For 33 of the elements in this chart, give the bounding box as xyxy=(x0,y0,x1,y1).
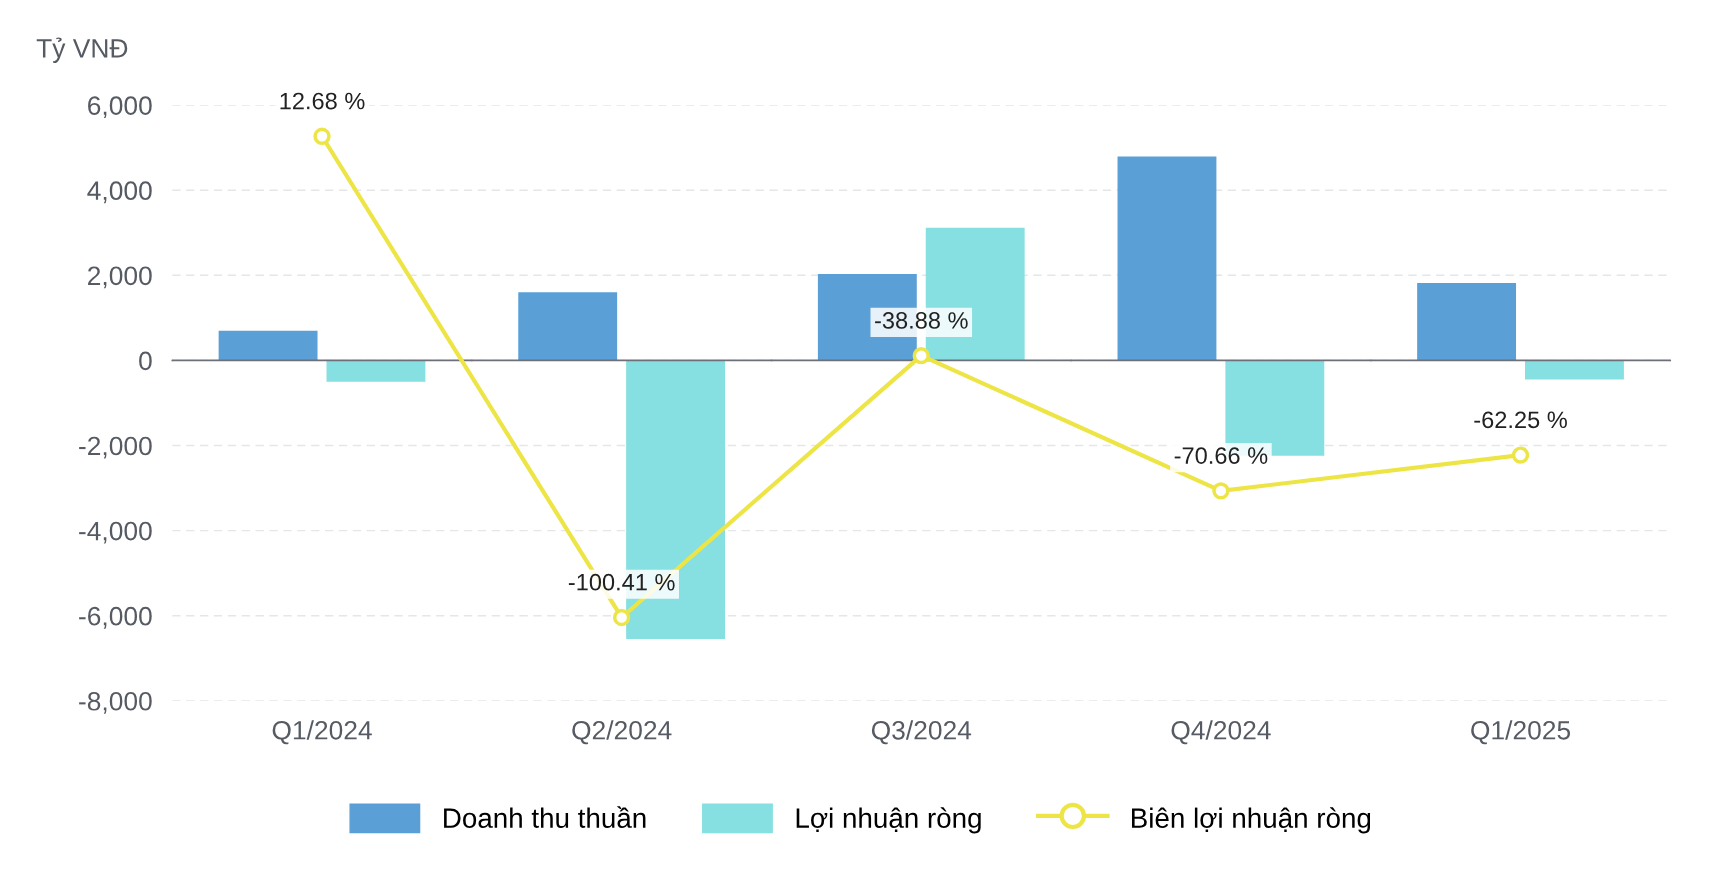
legend-label: Doanh thu thuần xyxy=(444,806,646,828)
bar xyxy=(518,292,618,361)
data-label: -100.41 % xyxy=(568,573,675,591)
y-tick-label: -4,000 xyxy=(79,521,152,544)
bar xyxy=(1525,360,1624,380)
x-tick-label: Q1/2024 xyxy=(272,720,372,745)
y-tick-label: 2,000 xyxy=(88,266,152,289)
y-axis-title: Tỷ VNĐ xyxy=(36,37,128,63)
y-tick-label: 0 xyxy=(139,351,152,371)
y-tick-label: 4,000 xyxy=(87,181,152,204)
point xyxy=(313,127,331,145)
legend-label: Lợi nhuận ròng xyxy=(796,807,981,834)
y-tick-label: -2,000 xyxy=(79,436,152,459)
bar xyxy=(1117,156,1217,361)
data-label: 12.68 % xyxy=(280,92,365,110)
x-tick-label: Q1/2025 xyxy=(1471,720,1571,745)
bar xyxy=(326,360,426,382)
point xyxy=(912,346,930,365)
x-tick-label: Q4/2024 xyxy=(1171,720,1271,745)
y-tick-label: -8,000 xyxy=(79,691,152,714)
point xyxy=(1511,446,1530,464)
y-tick-label: 6,000 xyxy=(88,96,152,119)
x-tick-label: Q2/2024 xyxy=(572,720,672,745)
bar xyxy=(218,330,318,361)
point xyxy=(1212,482,1230,500)
x-tick-label: Q3/2024 xyxy=(871,720,972,745)
data-label: -38.88 % xyxy=(875,312,968,329)
data-label: -62.25 % xyxy=(1474,411,1567,429)
point xyxy=(612,608,631,627)
bar xyxy=(1417,282,1517,361)
y-tick-label: -6,000 xyxy=(79,606,152,629)
data-label: -70.66 % xyxy=(1174,447,1268,464)
legend-label: Biên lợi nhuận ròng xyxy=(1132,807,1371,834)
